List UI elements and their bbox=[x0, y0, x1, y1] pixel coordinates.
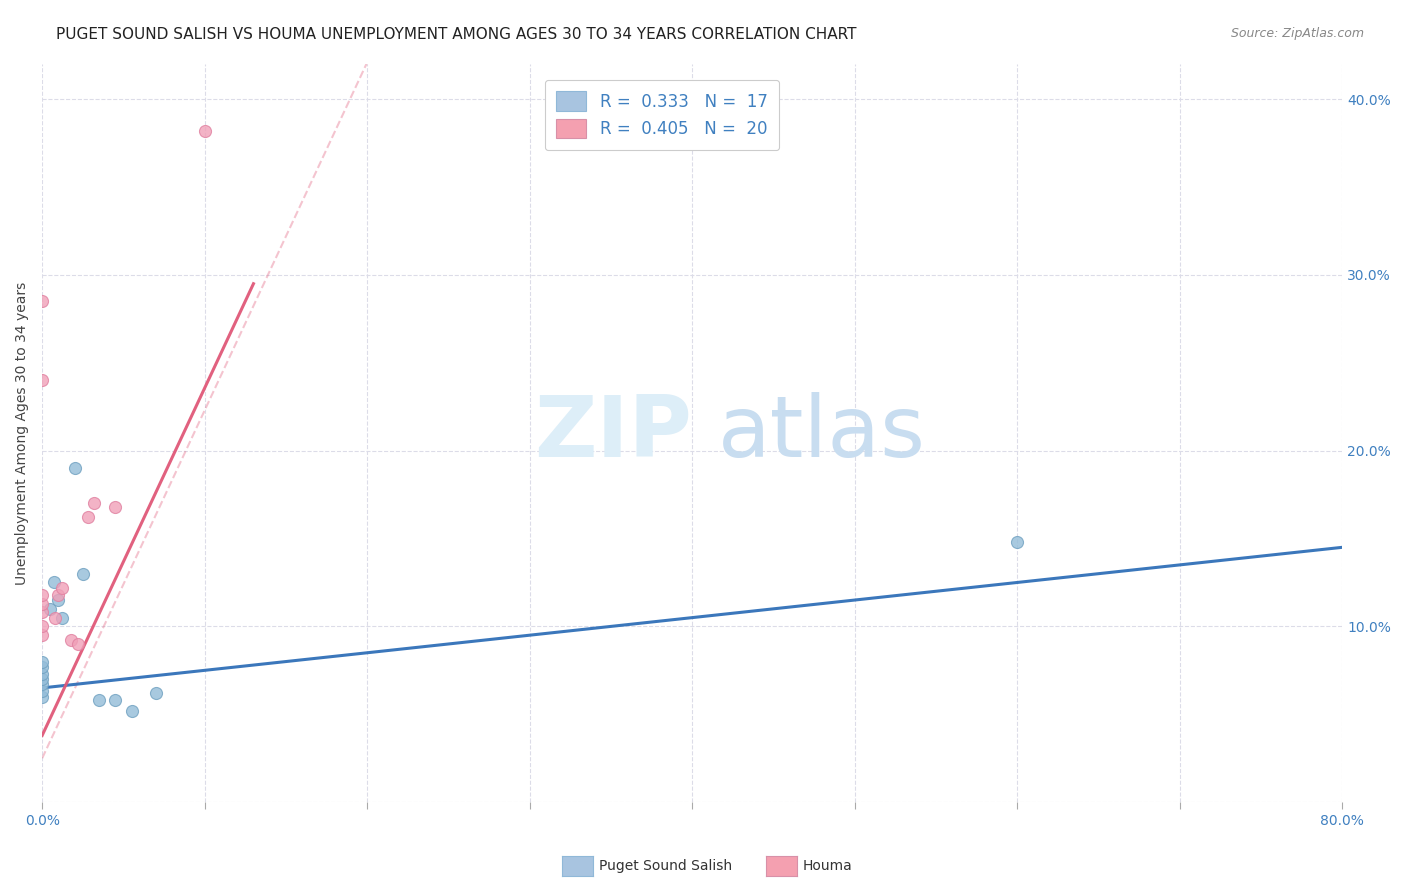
Point bbox=[60, 633, 83, 648]
Point bbox=[51, 581, 73, 595]
Point bbox=[31, 655, 53, 669]
Point bbox=[31, 677, 53, 691]
Point bbox=[51, 610, 73, 624]
Point bbox=[31, 619, 53, 633]
Point bbox=[39, 602, 62, 616]
Text: PUGET SOUND SALISH VS HOUMA UNEMPLOYMENT AMONG AGES 30 TO 34 YEARS CORRELATION C: PUGET SOUND SALISH VS HOUMA UNEMPLOYMENT… bbox=[56, 27, 856, 42]
Text: atlas: atlas bbox=[718, 392, 927, 475]
Point bbox=[31, 294, 53, 309]
Point bbox=[121, 704, 143, 718]
Point bbox=[31, 597, 53, 611]
Point bbox=[1007, 535, 1029, 549]
Point bbox=[63, 461, 86, 475]
Point bbox=[31, 373, 53, 387]
Point bbox=[72, 566, 94, 581]
Point bbox=[31, 605, 53, 619]
Text: Houma: Houma bbox=[803, 859, 852, 873]
Point bbox=[31, 588, 53, 602]
Point bbox=[31, 660, 53, 674]
Y-axis label: Unemployment Among Ages 30 to 34 years: Unemployment Among Ages 30 to 34 years bbox=[15, 282, 30, 585]
Point bbox=[31, 690, 53, 704]
Text: Puget Sound Salish: Puget Sound Salish bbox=[599, 859, 733, 873]
Point bbox=[31, 672, 53, 686]
Point bbox=[194, 124, 217, 138]
Point bbox=[104, 693, 127, 707]
Point bbox=[31, 684, 53, 698]
Point bbox=[48, 593, 70, 607]
Point bbox=[145, 686, 167, 700]
Legend: R =  0.333   N =  17, R =  0.405   N =  20: R = 0.333 N = 17, R = 0.405 N = 20 bbox=[544, 79, 779, 150]
Point bbox=[76, 510, 98, 524]
Point bbox=[42, 575, 65, 590]
Point bbox=[31, 666, 53, 681]
Point bbox=[87, 693, 110, 707]
Point bbox=[104, 500, 127, 514]
Point bbox=[48, 588, 70, 602]
Point bbox=[31, 628, 53, 642]
Text: ZIP: ZIP bbox=[534, 392, 692, 475]
Text: Source: ZipAtlas.com: Source: ZipAtlas.com bbox=[1230, 27, 1364, 40]
Point bbox=[66, 637, 89, 651]
Point bbox=[44, 610, 66, 624]
Point bbox=[83, 496, 105, 510]
